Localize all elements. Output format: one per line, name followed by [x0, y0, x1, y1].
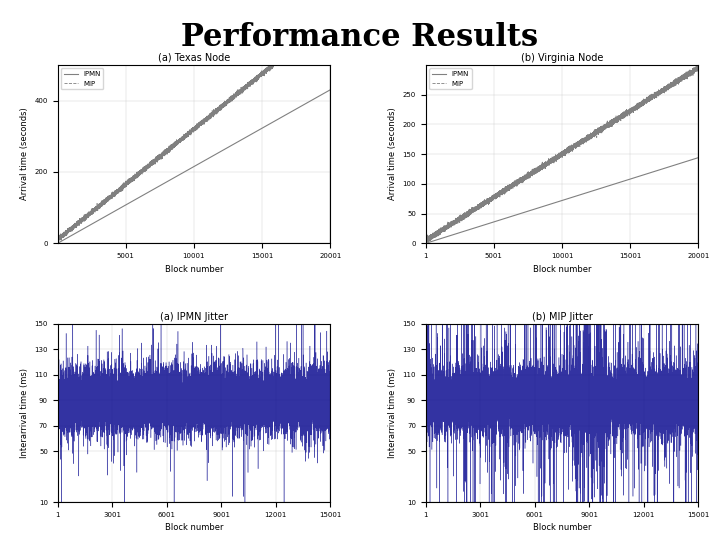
Title: (a) IPMN Jitter: (a) IPMN Jitter	[160, 312, 228, 321]
X-axis label: Block number: Block number	[533, 523, 591, 532]
Title: (a) Texas Node: (a) Texas Node	[158, 52, 230, 63]
X-axis label: Block number: Block number	[533, 265, 591, 274]
X-axis label: Block number: Block number	[165, 265, 223, 274]
Legend: IPMN, MIP: IPMN, MIP	[61, 68, 104, 89]
Y-axis label: Interarrival time (ms): Interarrival time (ms)	[388, 368, 397, 458]
Text: Performance Results: Performance Results	[181, 22, 539, 52]
Y-axis label: Arrival time (seconds): Arrival time (seconds)	[388, 107, 397, 200]
X-axis label: Block number: Block number	[165, 523, 223, 532]
Title: (b) Virginia Node: (b) Virginia Node	[521, 52, 603, 63]
Y-axis label: Interarrival time (ms): Interarrival time (ms)	[20, 368, 29, 458]
Title: (b) MIP Jitter: (b) MIP Jitter	[531, 312, 593, 321]
Y-axis label: Arrival time (seconds): Arrival time (seconds)	[20, 107, 29, 200]
Legend: IPMN, MIP: IPMN, MIP	[429, 68, 472, 89]
